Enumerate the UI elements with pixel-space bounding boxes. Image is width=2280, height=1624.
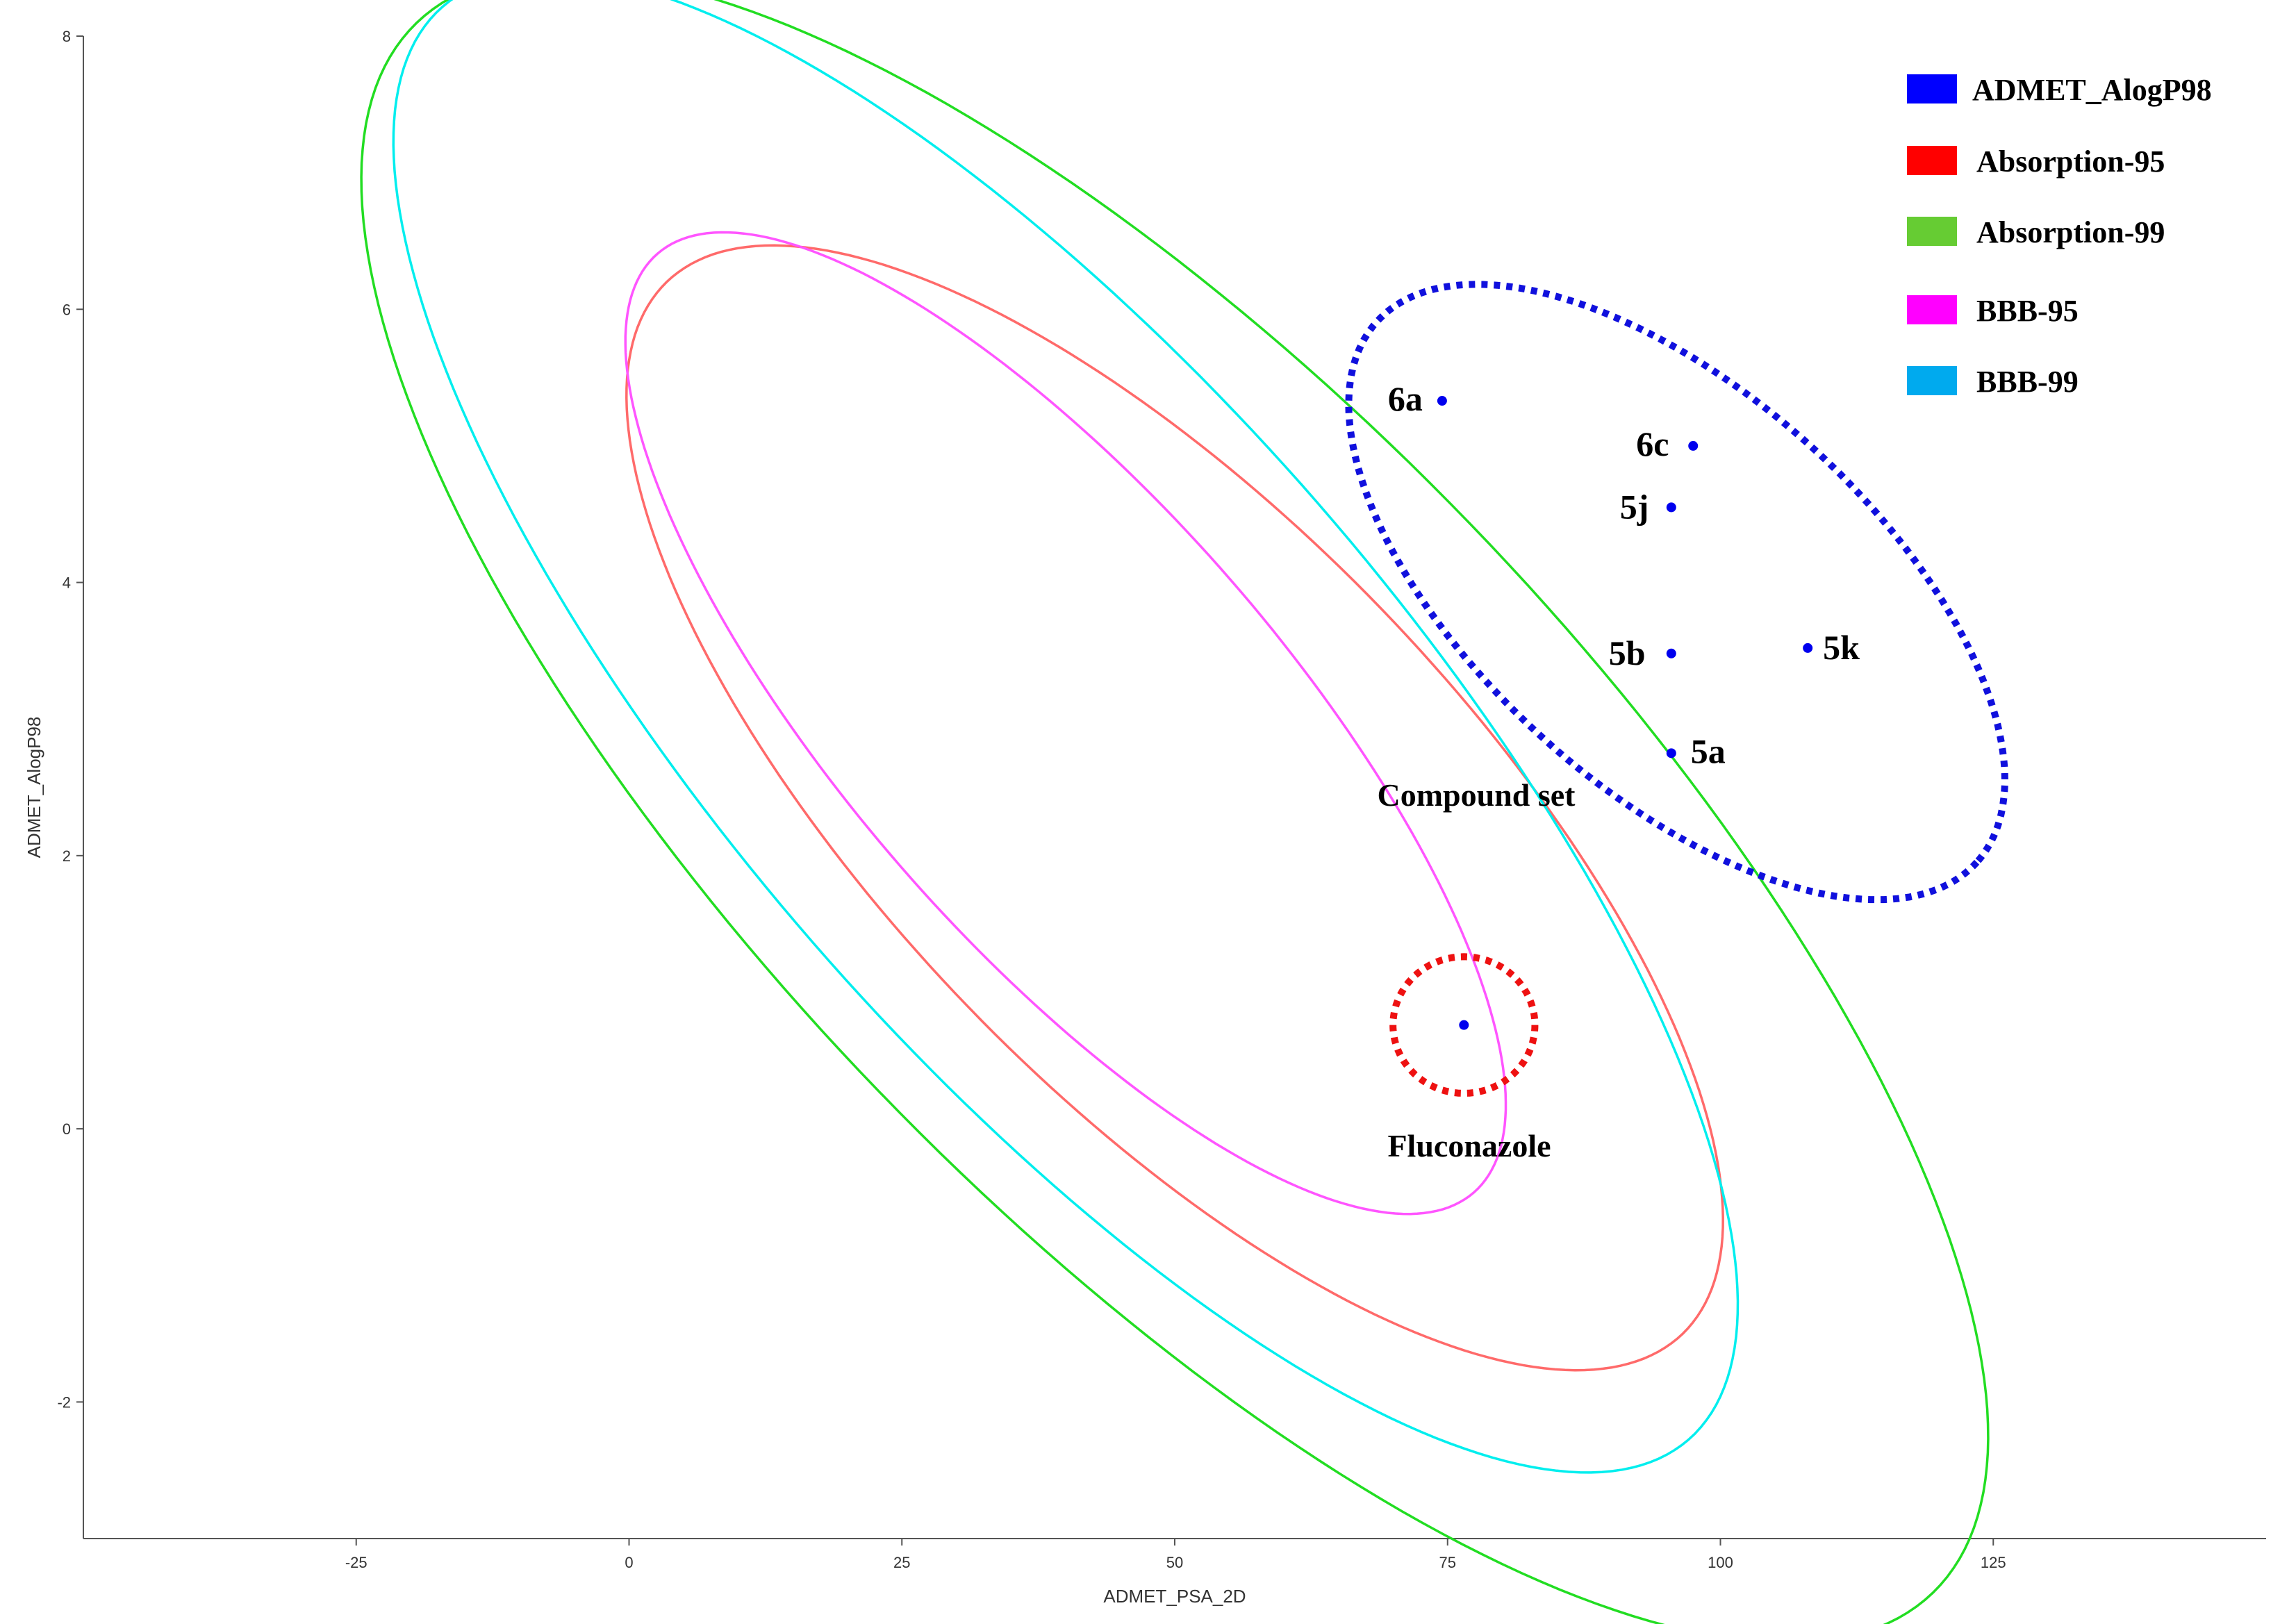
legend-swatch-admet-alogp98 [1907, 74, 1957, 103]
point-fluconazole [1459, 1020, 1469, 1030]
y-tick-label: 6 [63, 301, 71, 318]
confidence-ellipses [360, 0, 1990, 1624]
x-tick-label: -25 [345, 1554, 367, 1571]
highlight-rings [1345, 281, 2008, 1097]
point-label-5a: 5a [1691, 731, 1726, 770]
highlight-compound-set [1345, 281, 2008, 904]
point-label-6c: 6c [1636, 424, 1669, 463]
fluconazole-label: Fluconazole [1387, 1128, 1551, 1163]
axes: -25 0 25 50 75 100 125 -2 0 2 4 6 8 ADMET_PSA_2D AD… [24, 28, 2266, 1607]
legend-swatch-bbb-95 [1907, 295, 1957, 324]
compound-set-label: Compound set [1377, 777, 1576, 813]
y-tick-label: -2 [57, 1393, 71, 1411]
y-tick-label: 8 [63, 28, 71, 45]
legend-label-bbb-95: BBB-95 [1976, 294, 2079, 328]
annotations: Compound set Fluconazole [1377, 777, 1576, 1163]
x-tick-label: 75 [1439, 1554, 1456, 1571]
x-tick-label: 0 [625, 1554, 633, 1571]
legend-label-absorption-99: Absorption-99 [1976, 215, 2165, 249]
x-ticks: -25 0 25 50 75 100 125 [345, 1539, 2006, 1571]
legend-label-bbb-99: BBB-99 [1976, 365, 2079, 399]
point-5k [1803, 643, 1813, 653]
x-axis-title: ADMET_PSA_2D [1103, 1586, 1246, 1607]
point-6a [1437, 396, 1447, 406]
legend-swatch-bbb-99 [1907, 366, 1957, 395]
data-points: 6a 6c 5j 5b 5k 5a [1388, 379, 1860, 1030]
point-label-5k: 5k [1823, 628, 1860, 667]
legend-label-admet-alogp98: ADMET_AlogP98 [1972, 73, 2212, 107]
point-label-6a: 6a [1388, 379, 1423, 418]
x-tick-label: 100 [1708, 1554, 1733, 1571]
point-5b [1666, 648, 1676, 658]
point-5a [1666, 748, 1676, 759]
point-6c [1688, 440, 1699, 451]
x-tick-label: 50 [1166, 1554, 1183, 1571]
legend-swatch-absorption-99 [1907, 217, 1957, 246]
y-tick-label: 4 [63, 574, 71, 592]
highlight-fluconazole [1389, 953, 1539, 1097]
y-ticks: -2 0 2 4 6 8 [57, 28, 83, 1411]
point-5j [1666, 502, 1676, 513]
point-label-5b: 5b [1609, 633, 1646, 672]
y-tick-label: 2 [63, 847, 71, 865]
ellipse-bbb-99 [392, 0, 1740, 1474]
x-tick-label: 125 [1981, 1554, 2006, 1571]
ellipse-absorption-99 [360, 0, 1990, 1624]
legend-swatch-absorption-95 [1907, 146, 1957, 175]
x-tick-label: 25 [893, 1554, 910, 1571]
y-tick-label: 0 [63, 1120, 71, 1138]
ellipse-bbb-95 [624, 231, 1507, 1216]
legend: ADMET_AlogP98 Absorption-95 Absorption-9… [1907, 73, 2212, 399]
ellipse-absorption-95 [625, 244, 1724, 1372]
point-label-5j: 5j [1620, 487, 1649, 526]
legend-label-absorption-95: Absorption-95 [1976, 144, 2165, 179]
y-axis-title: ADMET_AlogP98 [24, 717, 44, 859]
